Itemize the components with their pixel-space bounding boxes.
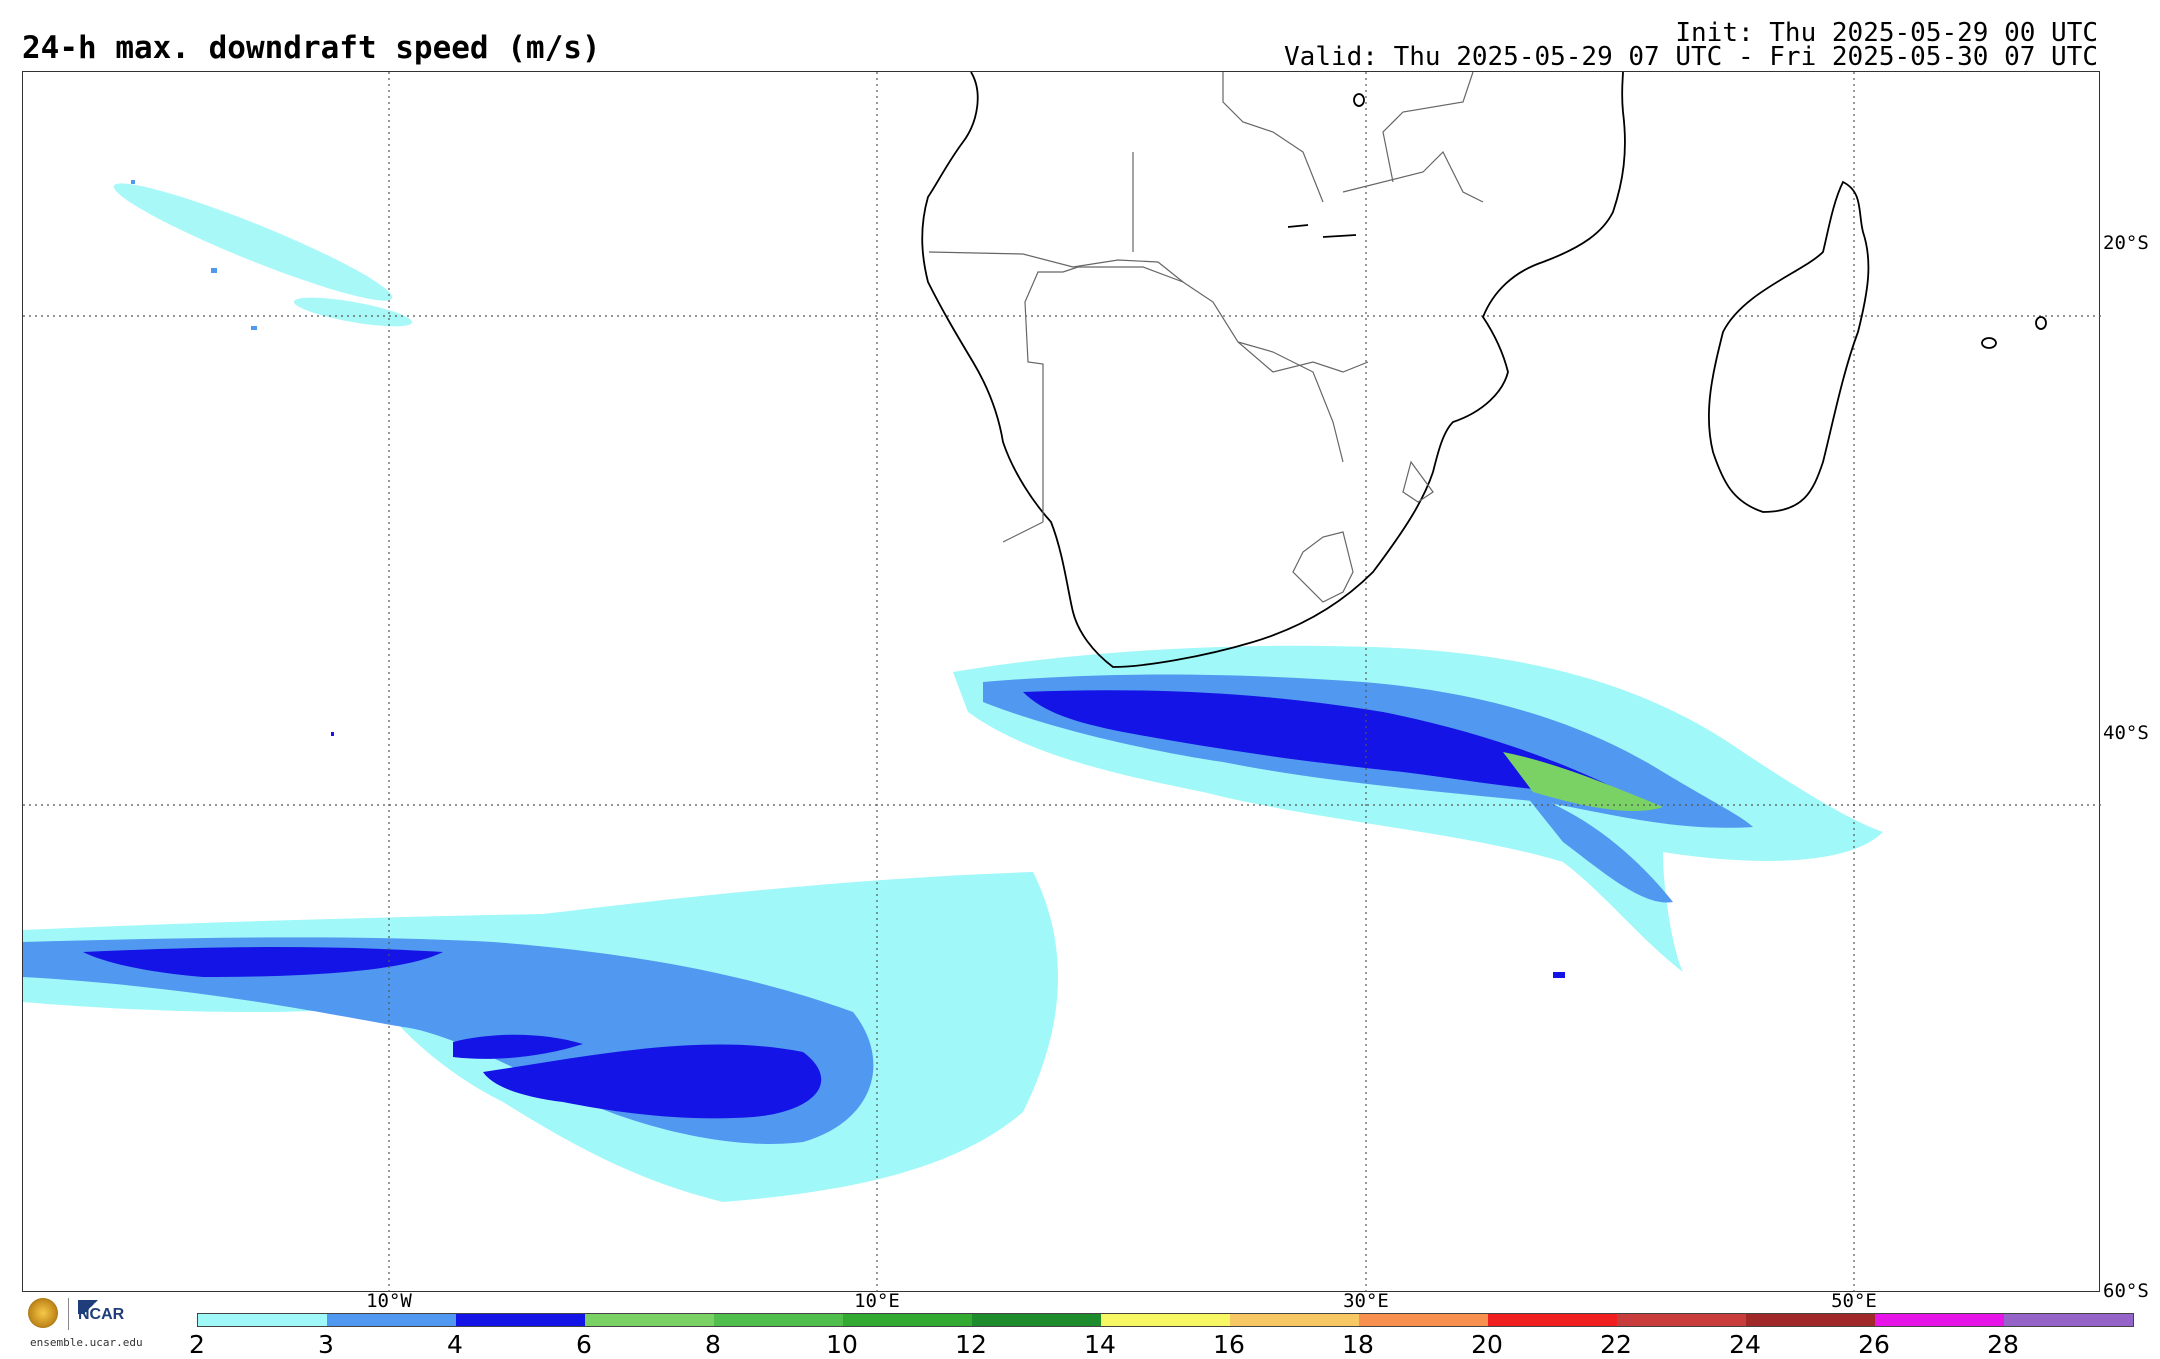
colorbar-tick-label: 28 [1987,1330,2019,1359]
coastlines [921,72,2047,668]
lon-label-50e: 50°E [1831,1290,1877,1312]
map-title: 24-h max. downdraft speed (m/s) [22,30,601,66]
colorbar-segment [843,1314,972,1326]
colorbar-segment [1101,1314,1230,1326]
logo-divider [68,1298,69,1330]
field-patch-northwest [113,183,413,327]
lon-label-30e: 30°E [1343,1290,1389,1312]
lon-label-10e: 10°E [854,1290,900,1312]
colorbar-tick-label: 6 [576,1330,592,1359]
colorbar-segment [1230,1314,1359,1326]
colorbar-segment [972,1314,1101,1326]
field-patch-south-africa [953,645,1883,972]
colorbar-tick-label: 20 [1471,1330,1503,1359]
init-time: Init: Thu 2025-05-29 00 UTC [1675,18,2098,48]
map-panel [22,71,2101,1293]
downdraft-field [23,180,1883,1202]
site-url: ensemble.ucar.edu [30,1336,143,1349]
logo-block: NCAR ensemble.ucar.edu [24,1296,164,1352]
lat-label-60s: 60°S [2103,1280,2149,1302]
colorbar-tick-label: 22 [1600,1330,1632,1359]
colorbar-segment [1746,1314,1875,1326]
colorbar-tick-label: 12 [955,1330,987,1359]
colorbar-tick-label: 18 [1342,1330,1374,1359]
ncar-mark-icon [78,1300,104,1314]
colorbar-tick-label: 24 [1729,1330,1761,1359]
colorbar-segment [714,1314,843,1326]
colorbar-tick-label: 16 [1213,1330,1245,1359]
colorbar-segment [198,1314,327,1326]
colorbar-segment [585,1314,714,1326]
colorbar-tick-label: 26 [1858,1330,1890,1359]
lat-label-40s: 40°S [2103,722,2149,744]
field-patch-south-atlantic [23,872,1058,1202]
country-borders [928,72,1484,603]
graticule [23,72,2101,1293]
lon-label-10w: 10°W [366,1290,412,1312]
colorbar-segment [1617,1314,1746,1326]
colorbar [197,1313,2134,1327]
colorbar-segment [1488,1314,1617,1326]
colorbar-tick-label: 2 [189,1330,205,1359]
colorbar-tick-label: 8 [705,1330,721,1359]
valid-time: Valid: Thu 2025-05-29 07 UTC - Fri 2025-… [1284,42,2098,72]
colorbar-tick-label: 14 [1084,1330,1116,1359]
map-canvas [23,72,2101,1293]
colorbar-segment [1359,1314,1488,1326]
colorbar-segment [327,1314,456,1326]
colorbar-tick-label: 10 [826,1330,858,1359]
colorbar-segment [456,1314,585,1326]
colorbar-segment [2004,1314,2133,1326]
colorbar-tick-label: 4 [447,1330,463,1359]
colorbar-tick-label: 3 [318,1330,334,1359]
colorbar-segment [1875,1314,2004,1326]
lat-label-20s: 20°S [2103,232,2149,254]
nsf-seal-icon [28,1298,58,1328]
ncar-logo-text: NCAR [78,1306,125,1323]
